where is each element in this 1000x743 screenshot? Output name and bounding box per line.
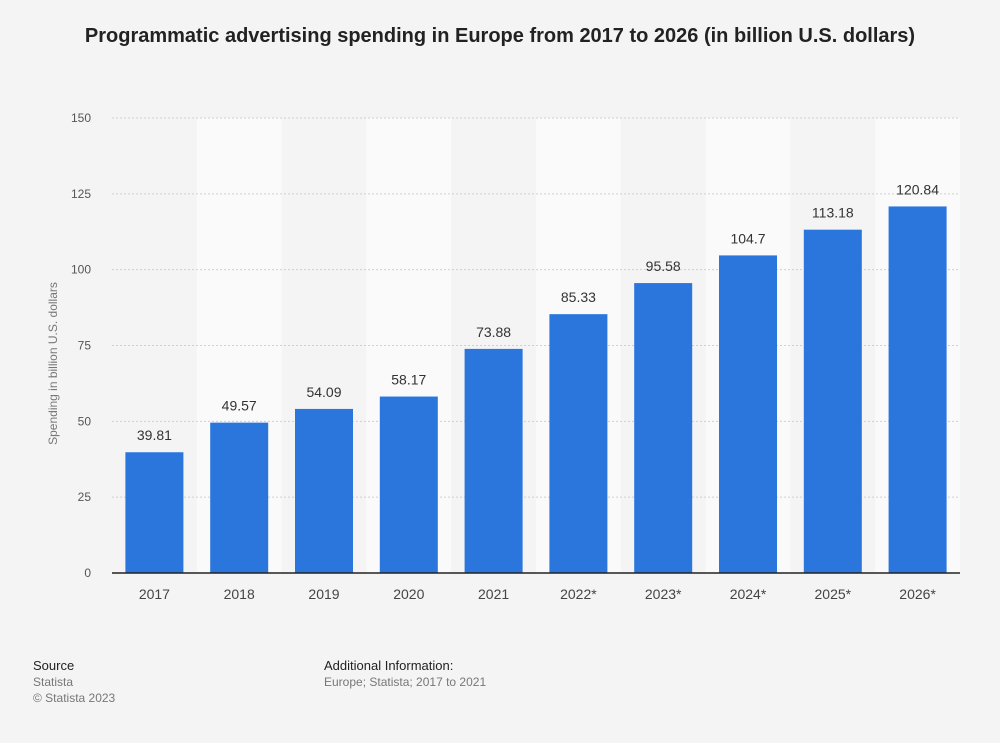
x-tick-label: 2017 [139, 586, 170, 602]
bar [464, 348, 523, 573]
data-label: 104.7 [730, 230, 765, 246]
data-label: 39.81 [137, 427, 172, 443]
x-tick-label: 2024* [730, 586, 767, 602]
y-tick-label: 150 [71, 111, 91, 125]
x-tick-label: 2025* [815, 586, 852, 602]
x-tick-label: 2018 [224, 586, 255, 602]
additional-info-section: Additional Information: Europe; Statista… [324, 658, 486, 690]
bar [125, 452, 184, 573]
source-line-copyright: © Statista 2023 [33, 691, 116, 705]
y-tick-label: 100 [71, 263, 91, 277]
y-tick-label: 125 [71, 187, 91, 201]
y-axis-title: Spending in billion U.S. dollars [46, 282, 60, 445]
source-line-statista: Statista [33, 675, 74, 689]
y-tick-label: 0 [84, 566, 91, 580]
source-section: Source Statista © Statista 2023 [33, 658, 115, 706]
bar [379, 396, 438, 573]
bar [295, 408, 353, 573]
x-tick-label: 2023* [645, 586, 682, 602]
additional-info-heading: Additional Information: [324, 658, 454, 673]
x-tick-label: 2020 [393, 586, 424, 602]
source-heading: Source [33, 658, 75, 673]
bar [803, 229, 862, 574]
bar [210, 422, 269, 573]
data-label: 113.18 [812, 205, 854, 221]
bar [634, 283, 693, 573]
additional-info-text: Europe; Statista; 2017 to 2021 [324, 675, 487, 689]
bar [888, 206, 947, 573]
x-tick-label: 2019 [308, 586, 339, 602]
x-tick-label: 2021 [478, 586, 509, 602]
y-tick-label: 75 [78, 339, 92, 353]
data-label: 54.09 [306, 384, 341, 400]
chart-title: Programmatic advertising spending in Eur… [84, 25, 916, 47]
data-label: 85.33 [561, 289, 596, 305]
data-label: 120.84 [896, 181, 939, 197]
data-label: 95.58 [646, 258, 681, 274]
y-tick-label: 50 [78, 414, 92, 428]
bar [549, 314, 608, 573]
data-label: 73.88 [476, 324, 511, 340]
y-tick-label: 25 [78, 490, 92, 504]
data-label: 58.17 [391, 372, 426, 388]
x-tick-label: 2026* [899, 586, 936, 602]
x-tick-label: 2022* [560, 586, 597, 602]
data-label: 49.57 [222, 398, 257, 414]
bar [719, 255, 777, 573]
